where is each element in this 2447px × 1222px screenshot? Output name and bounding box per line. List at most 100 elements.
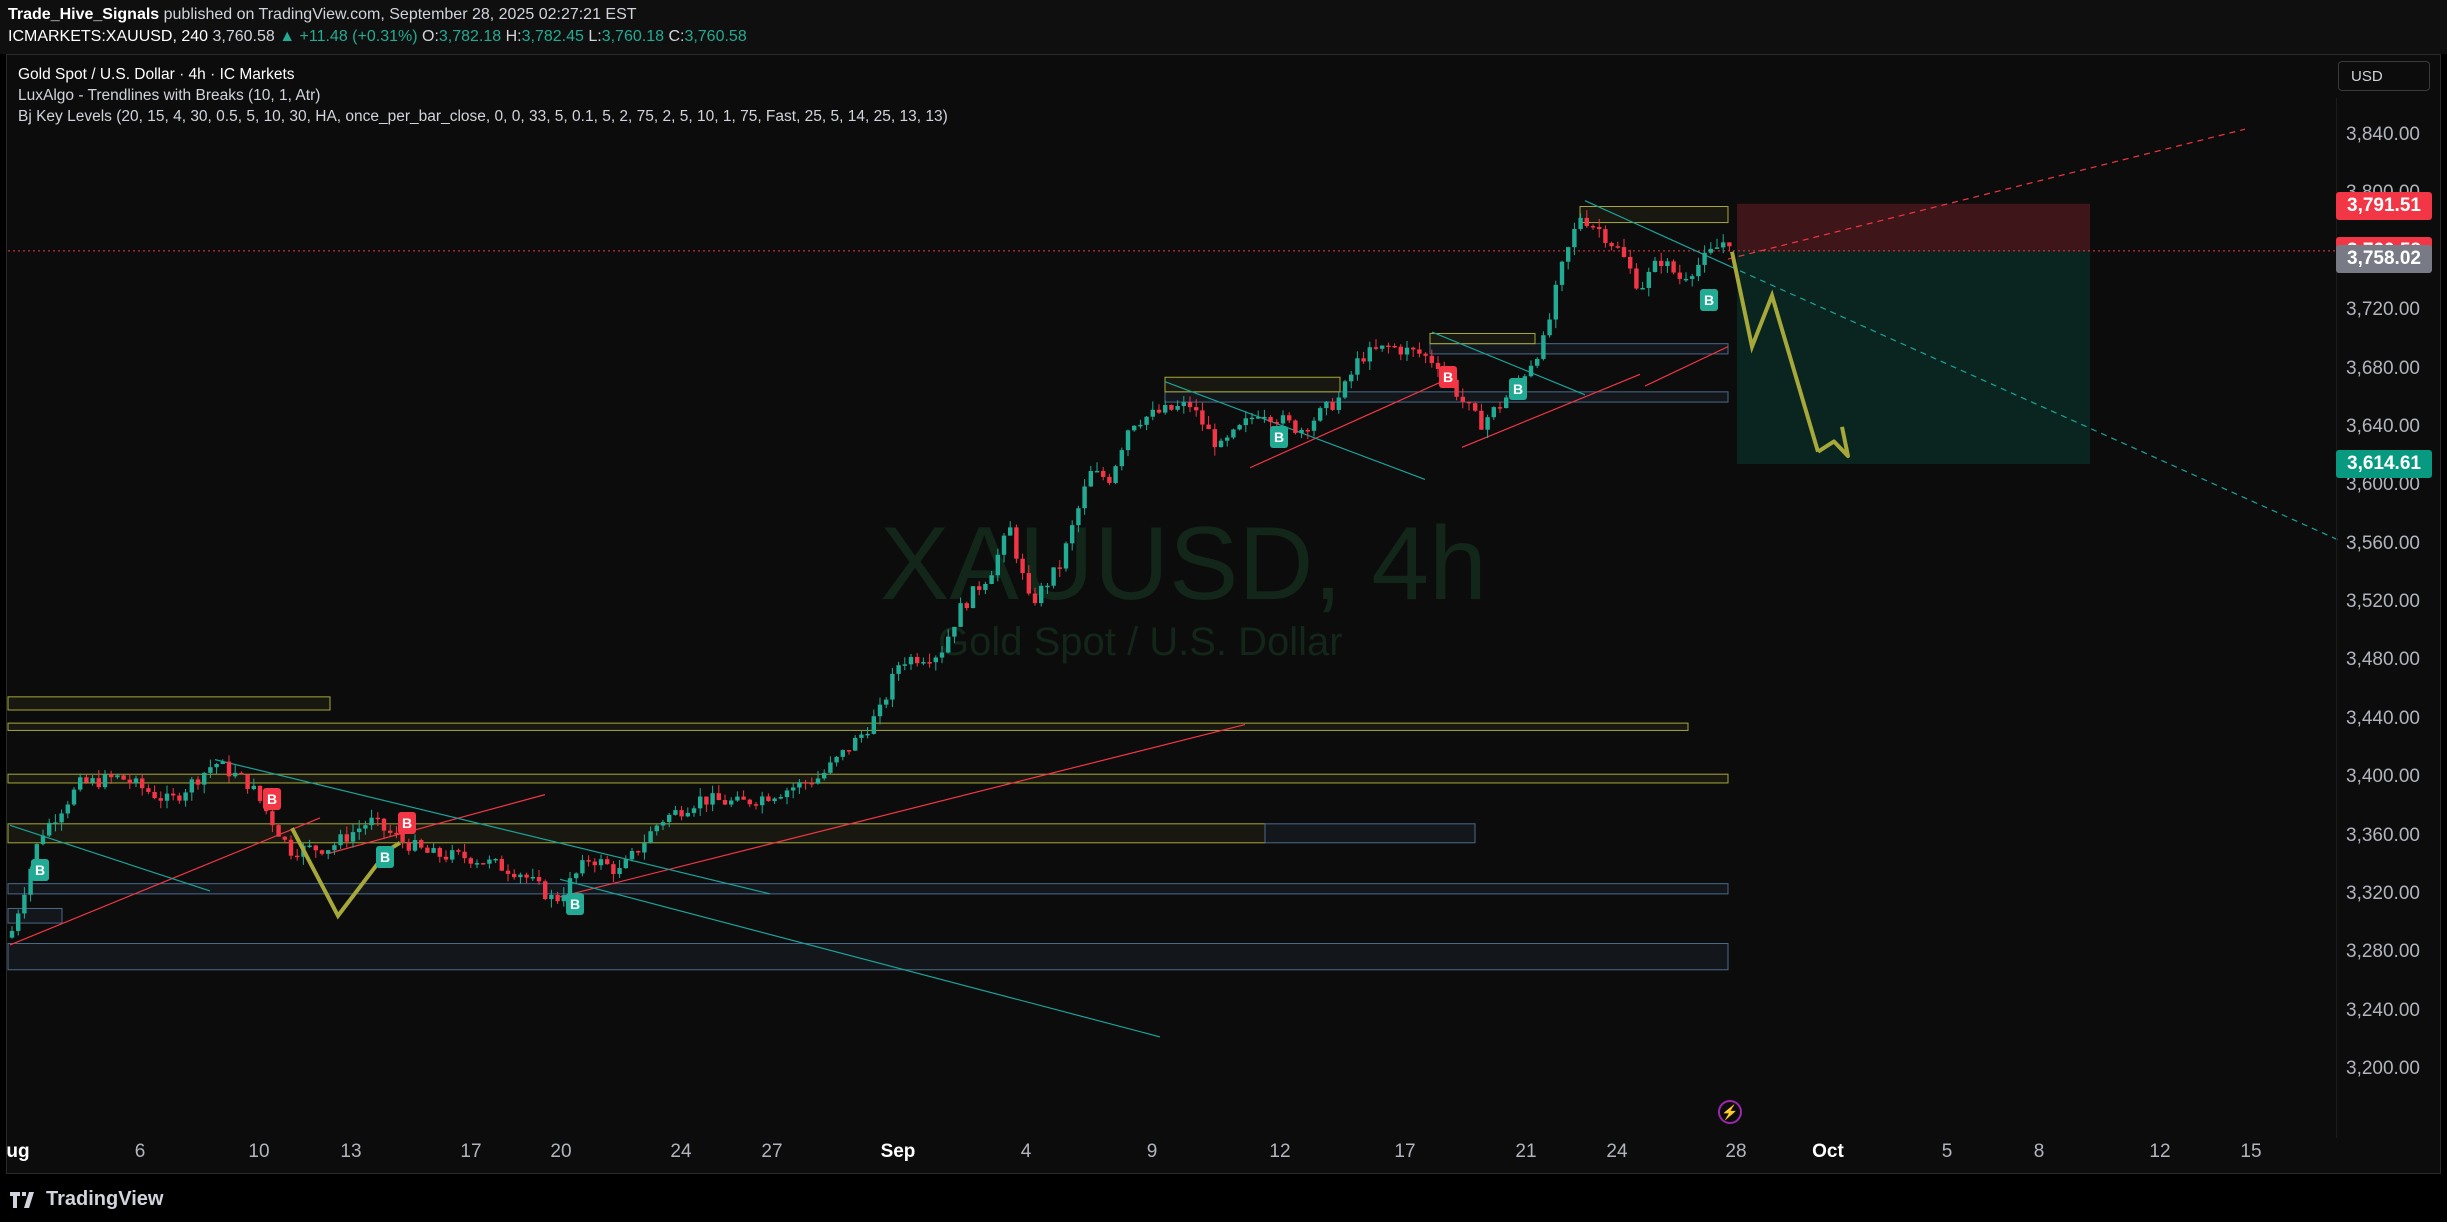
candle-body xyxy=(239,772,244,775)
time-axis-label: 21 xyxy=(1515,1141,1537,1162)
candle-body xyxy=(580,860,585,874)
publisher-line: Trade_Hive_Signals published on TradingV… xyxy=(8,6,637,24)
buy-signal-marker[interactable]: B xyxy=(1270,426,1288,448)
candle-body xyxy=(685,812,690,817)
sell-signal-marker[interactable]: B xyxy=(263,788,281,810)
candle-body xyxy=(772,798,777,802)
candle-body xyxy=(34,844,39,869)
candle-body xyxy=(1274,422,1279,424)
candle-body xyxy=(394,832,399,835)
time-axis-label: 28 xyxy=(1725,1141,1747,1162)
candle-body xyxy=(964,603,969,609)
candle-body xyxy=(1535,358,1540,366)
candle-body xyxy=(456,850,461,852)
candle-body xyxy=(338,834,343,846)
buy-signal-marker[interactable]: B xyxy=(566,893,584,915)
tradingview-logo[interactable]: TradingView xyxy=(10,1188,163,1211)
candle-body xyxy=(326,850,331,854)
tradingview-icon xyxy=(10,1191,34,1208)
time-axis-label: 17 xyxy=(1394,1141,1416,1162)
candle-body xyxy=(1373,347,1379,349)
candle-body xyxy=(1113,466,1118,483)
projected-path xyxy=(1730,251,1820,453)
candle-body xyxy=(1696,264,1701,277)
candle-body xyxy=(1659,260,1664,266)
price-axis-label: 3,360.00 xyxy=(2346,824,2420,846)
price-axis-label: 3,720.00 xyxy=(2346,299,2420,321)
close-label: C: xyxy=(668,28,685,45)
candle-body xyxy=(1665,261,1670,266)
buy-signal-marker[interactable]: B xyxy=(376,846,394,868)
buy-signal-marker[interactable]: B xyxy=(31,859,49,881)
candle-body xyxy=(1584,217,1589,227)
candle-body xyxy=(450,850,455,860)
candle-body xyxy=(307,845,312,847)
candle-body xyxy=(648,831,653,844)
candle-body xyxy=(1324,401,1329,409)
time-axis-label: Oct xyxy=(1812,1141,1844,1162)
legend-indicator-key-levels[interactable]: Bj Key Levels (20, 15, 4, 30, 0.5, 5, 10… xyxy=(18,108,948,125)
candle-body xyxy=(90,778,95,783)
candle-body xyxy=(865,733,870,736)
price-change: ▲ +11.48 (+0.31%) xyxy=(279,28,418,45)
candle-body xyxy=(481,863,486,865)
candle-body xyxy=(1597,226,1602,230)
time-axis-label: 4 xyxy=(1020,1141,1032,1162)
candle-body xyxy=(1652,260,1658,272)
take-profit-zone xyxy=(1737,250,2090,464)
watermark-name: Gold Spot / U.S. Dollar xyxy=(938,620,1343,664)
candle-body xyxy=(536,877,542,882)
candle-body xyxy=(1249,417,1255,420)
candle-body xyxy=(1001,535,1007,555)
buy-signal-marker[interactable]: B xyxy=(1700,289,1718,311)
candle-body xyxy=(59,813,64,823)
candle-body xyxy=(1045,585,1050,588)
price-tag: 3,791.51 xyxy=(2336,191,2432,220)
price-axis-label: 3,640.00 xyxy=(2346,415,2420,437)
candle-body xyxy=(636,850,641,853)
candle-body xyxy=(828,762,833,773)
currency-button[interactable]: USD xyxy=(2338,61,2430,91)
buy-signal-marker[interactable]: B xyxy=(1509,378,1527,400)
price-axis-label: 3,400.00 xyxy=(2346,766,2420,788)
candle-body xyxy=(1367,347,1372,362)
sell-signal-marker[interactable]: B xyxy=(1439,366,1457,388)
candle-body xyxy=(22,894,27,914)
candle-body xyxy=(1473,403,1478,411)
arrow-head-icon xyxy=(1816,426,1850,459)
candle-body xyxy=(400,833,405,842)
candle-body xyxy=(1032,593,1038,604)
candle-body xyxy=(158,798,163,801)
open-value: 3,782.18 xyxy=(438,28,502,45)
legend-indicator-trendlines[interactable]: LuxAlgo - Trendlines with Breaks (10, 1,… xyxy=(18,87,321,104)
candle-body xyxy=(567,878,573,896)
candle-body xyxy=(611,864,616,875)
publisher-name[interactable]: Trade_Hive_Signals xyxy=(8,6,160,23)
candle-body xyxy=(177,795,182,801)
candle-body xyxy=(1628,256,1633,269)
candle-body xyxy=(1553,284,1558,320)
candle-body xyxy=(1683,278,1689,281)
candle-body xyxy=(140,778,145,789)
candle-body xyxy=(555,894,560,902)
candle-body xyxy=(815,778,821,784)
candle-body xyxy=(1132,425,1137,431)
low-label: L: xyxy=(588,28,602,45)
candle-body xyxy=(561,895,566,902)
candle-body xyxy=(96,778,101,788)
lightning-icon[interactable]: ⚡ xyxy=(1718,1100,1742,1124)
candle-body xyxy=(127,779,132,784)
candle-body xyxy=(1721,242,1726,248)
candle-body xyxy=(1634,268,1639,289)
candle-body xyxy=(1082,486,1087,509)
candle-body xyxy=(233,772,238,777)
chart-pane[interactable] xyxy=(6,54,2441,1174)
candle-body xyxy=(846,750,852,752)
candle-body xyxy=(1541,335,1546,359)
sell-signal-marker[interactable]: B xyxy=(398,812,416,834)
candle-body xyxy=(1138,424,1143,427)
candle-body xyxy=(1051,567,1056,586)
candle-body xyxy=(1094,470,1100,473)
legend-title[interactable]: Gold Spot / U.S. Dollar · 4h · IC Market… xyxy=(18,66,295,83)
